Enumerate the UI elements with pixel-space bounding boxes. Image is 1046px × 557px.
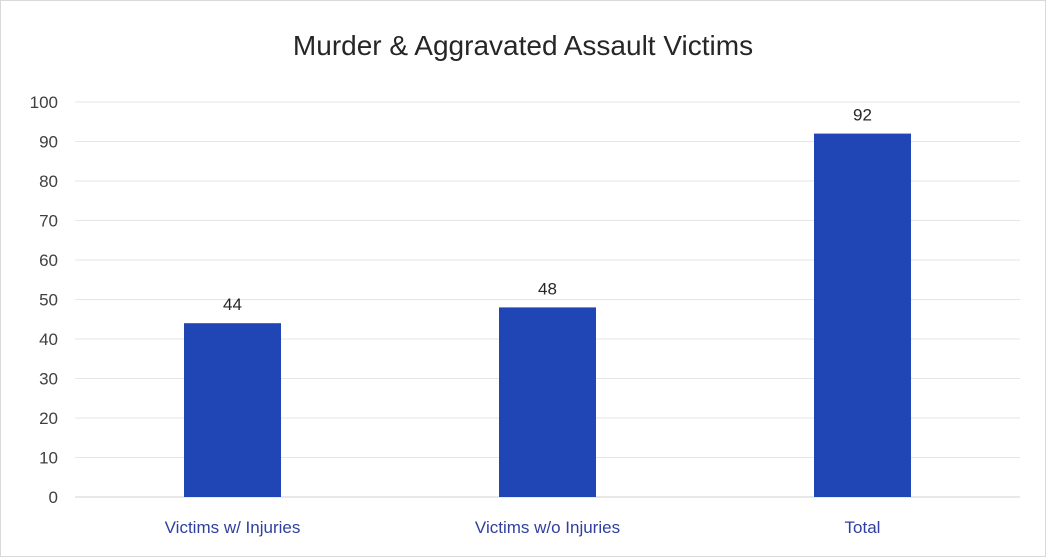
chart-title: Murder & Aggravated Assault Victims — [292, 30, 754, 61]
bars — [184, 133, 911, 497]
y-tick-label: 80 — [39, 172, 58, 191]
data-label: 48 — [538, 279, 557, 298]
x-axis: Victims w/ Injuries Victims w/o Injuries T… — [165, 518, 881, 537]
data-labels: 44 48 92 — [223, 106, 872, 315]
category-label: Victims w/o Injuries — [475, 518, 620, 537]
y-tick-label: 0 — [49, 488, 58, 507]
data-label: 44 — [223, 295, 242, 314]
y-tick-label: 50 — [39, 291, 58, 310]
data-label: 92 — [853, 106, 872, 125]
category-label: Total — [845, 518, 881, 537]
y-tick-label: 40 — [39, 330, 58, 349]
category-label: Victims w/ Injuries — [165, 518, 301, 537]
bar — [814, 133, 911, 497]
y-tick-label: 20 — [39, 409, 58, 428]
y-tick-label: 30 — [39, 370, 58, 389]
y-tick-label: 60 — [39, 251, 58, 270]
y-tick-label: 90 — [39, 133, 58, 152]
y-tick-label: 100 — [30, 93, 58, 112]
y-tick-label: 10 — [39, 449, 58, 468]
bar — [499, 307, 596, 497]
y-axis: 0 10 20 30 40 50 60 70 80 90 100 — [30, 93, 58, 507]
y-tick-label: 70 — [39, 212, 58, 231]
bar — [184, 323, 281, 497]
